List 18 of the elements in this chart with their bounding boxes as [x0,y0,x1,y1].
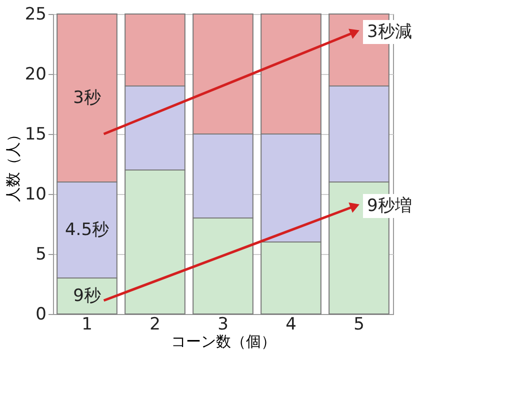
series-label: 9秒 [73,286,101,306]
x-tick-label: 3 [218,314,228,334]
y-tick-label: 5 [36,244,46,264]
annotation: 3秒減 [367,22,412,42]
y-tick-label: 25 [24,4,46,24]
series-label: 4.5秒 [64,220,110,240]
y-axis-title: 人数（人） [4,127,22,202]
y-tick-label: 20 [24,64,46,84]
x-tick-label: 4 [286,314,296,334]
annotation: 9秒増 [367,196,412,216]
x-tick-label: 2 [150,314,160,334]
series-label: 3秒 [73,88,101,108]
x-axis-title: コーン数（個） [171,332,276,350]
y-tick-label: 15 [24,124,46,144]
x-tick-label: 1 [82,314,92,334]
x-tick-label: 5 [354,314,364,334]
y-tick-label: 10 [24,184,46,204]
y-tick-label: 0 [36,304,46,324]
